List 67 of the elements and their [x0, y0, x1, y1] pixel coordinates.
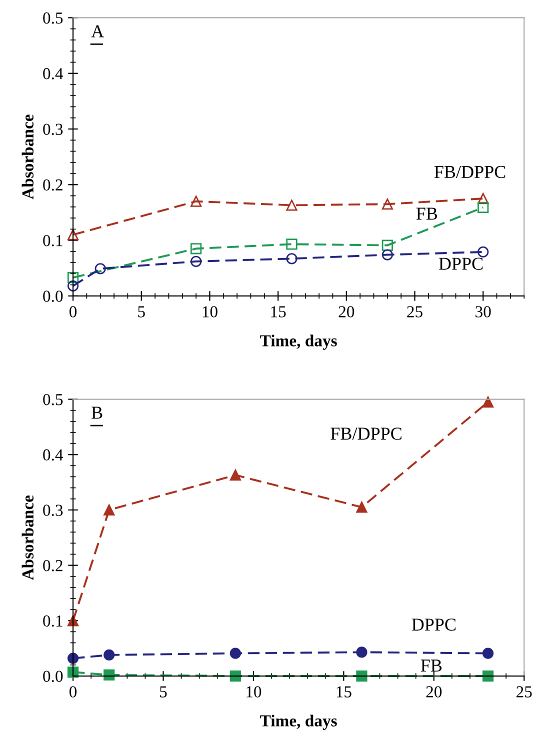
chart-title: B [92, 406, 102, 419]
x-tick-label: 30 [476, 306, 491, 318]
point [67, 652, 79, 664]
point [67, 280, 79, 292]
y-tick-label: 0.5 [43, 12, 63, 24]
x-axis-title: Time, days [260, 334, 337, 350]
point [104, 504, 115, 516]
point [356, 670, 368, 682]
point [478, 193, 489, 204]
x-tick-label: 10 [202, 306, 218, 318]
point [67, 272, 79, 284]
point [230, 670, 241, 682]
y-tick-label: 0.4 [43, 68, 64, 80]
point [230, 470, 241, 481]
y-tick-label: 0.5 [43, 394, 63, 406]
x-tick-label: 0 [70, 306, 77, 318]
x-tick-label: 25 [407, 306, 422, 318]
series-label: DPPC [412, 618, 456, 631]
point [356, 646, 368, 658]
series-label: DPPC [438, 258, 483, 270]
x-tick-label: 15 [336, 686, 352, 698]
y-tick-label: 0.4 [43, 449, 64, 461]
point [286, 253, 298, 264]
chart-title: A [91, 25, 104, 38]
series-label: FB/DPPC [330, 428, 402, 440]
point [190, 243, 202, 254]
point [482, 648, 494, 659]
y-tick-label: 0.3 [43, 504, 63, 516]
x-tick-label: 10 [246, 686, 262, 698]
point [478, 246, 489, 258]
point [482, 670, 494, 682]
point [286, 200, 298, 211]
x-tick-label: 5 [138, 306, 145, 318]
point [382, 240, 393, 251]
y-tick-label: 0.3 [43, 124, 63, 136]
series-label: FB [420, 660, 442, 672]
point [94, 263, 106, 274]
x-tick-label: 0 [70, 686, 77, 698]
x-tick-label: 20 [426, 686, 442, 698]
y-tick-label: 0.0 [43, 670, 63, 682]
y-tick-label: 0.1 [43, 234, 62, 246]
point [356, 502, 368, 513]
y-tick-label: 0.1 [43, 615, 62, 627]
point [104, 669, 115, 680]
point [67, 229, 79, 240]
point [230, 648, 241, 659]
y-tick-label: 0.0 [43, 290, 63, 302]
point [482, 396, 494, 408]
point [286, 238, 298, 250]
y-tick-label: 0.2 [43, 179, 62, 191]
point [190, 256, 202, 267]
point [190, 196, 202, 207]
x-tick-label: 20 [338, 306, 354, 318]
x-tick-label: 5 [160, 686, 167, 698]
point [382, 198, 393, 210]
series-label: FB/DPPC [434, 166, 506, 178]
x-axis-title: Time, days [260, 714, 337, 730]
point [478, 202, 489, 214]
y-axis-title: Absorbance [22, 114, 34, 200]
point [382, 249, 393, 260]
x-tick-label: 15 [271, 306, 286, 318]
point [67, 666, 79, 678]
x-tick-label: 25 [516, 686, 532, 698]
point [104, 649, 115, 661]
y-axis-title: Absorbance [22, 495, 34, 580]
series-label: FB [416, 208, 438, 220]
y-tick-label: 0.2 [43, 560, 62, 572]
